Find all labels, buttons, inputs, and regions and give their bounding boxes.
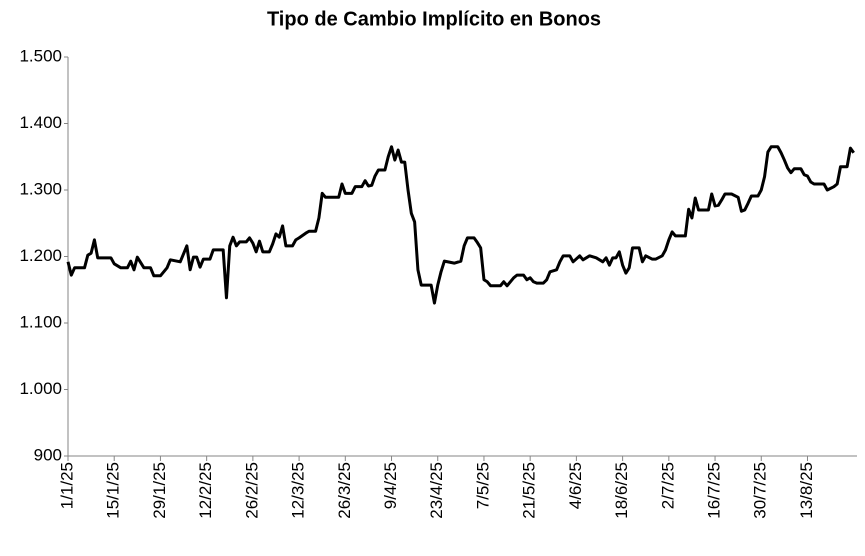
x-tick-label: 30/7/25 bbox=[751, 462, 770, 519]
chart-title: Tipo de Cambio Implícito en Bonos bbox=[267, 8, 601, 30]
x-tick-label: 12/3/25 bbox=[289, 462, 308, 519]
x-tick-label: 26/3/25 bbox=[335, 462, 354, 519]
y-tick-label: 900 bbox=[34, 445, 62, 464]
series-line bbox=[66, 145, 855, 305]
y-tick-label: 1.300 bbox=[19, 179, 62, 198]
x-tick-label: 29/1/25 bbox=[150, 462, 169, 519]
y-tick-label: 1.400 bbox=[19, 113, 62, 132]
y-tick-label: 1.100 bbox=[19, 312, 62, 331]
x-tick-label: 12/2/25 bbox=[196, 462, 215, 519]
x-tick-label: 13/8/25 bbox=[797, 462, 816, 519]
x-tick-label: 23/4/25 bbox=[427, 462, 446, 519]
x-tick-label: 16/7/25 bbox=[705, 462, 724, 519]
y-tick-label: 1.000 bbox=[19, 379, 62, 398]
x-tick-label: 18/6/25 bbox=[612, 462, 631, 519]
x-tick-label: 2/7/25 bbox=[658, 462, 677, 509]
x-tick-label: 9/4/25 bbox=[381, 462, 400, 509]
x-tick-label: 15/1/25 bbox=[104, 462, 123, 519]
y-tick-label: 1.500 bbox=[19, 46, 62, 65]
x-tick-label: 1/1/25 bbox=[57, 462, 76, 509]
y-tick-label: 1.200 bbox=[19, 246, 62, 265]
x-tick-label: 4/6/25 bbox=[566, 462, 585, 509]
x-tick-label: 7/5/25 bbox=[473, 462, 492, 509]
x-tick-label: 21/5/25 bbox=[520, 462, 539, 519]
x-tick-label: 26/2/25 bbox=[242, 462, 261, 519]
